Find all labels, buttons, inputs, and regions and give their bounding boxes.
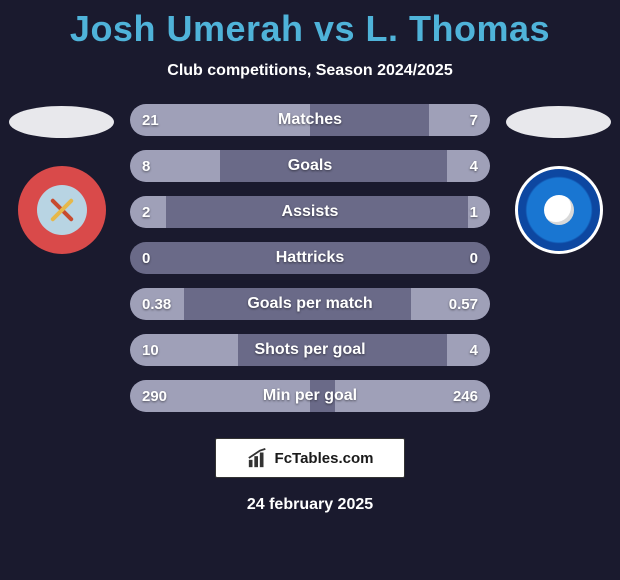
stat-value-right: 4 [418, 342, 478, 359]
stat-value-left: 2 [142, 204, 202, 221]
right-side [506, 104, 611, 254]
stat-row: 0.38Goals per match0.57 [130, 288, 490, 320]
stat-value-left: 8 [142, 158, 202, 175]
stat-value-left: 21 [142, 112, 202, 129]
stat-row: 2Assists1 [130, 196, 490, 228]
stat-label: Assists [202, 203, 418, 221]
stat-row: 10Shots per goal4 [130, 334, 490, 366]
football-icon [544, 195, 574, 225]
stat-value-right: 1 [418, 204, 478, 221]
chart-icon [247, 447, 269, 469]
page-title: Josh Umerah vs L. Thomas [0, 0, 620, 50]
stat-value-right: 0 [418, 250, 478, 267]
stat-row: 8Goals4 [130, 150, 490, 182]
stat-value-left: 290 [142, 388, 202, 405]
comparison-content: 21Matches78Goals42Assists10Hattricks00.3… [0, 104, 620, 412]
stat-rows: 21Matches78Goals42Assists10Hattricks00.3… [130, 104, 490, 412]
stat-label: Min per goal [202, 387, 418, 405]
stat-label: Shots per goal [202, 341, 418, 359]
stat-row: 0Hattricks0 [130, 242, 490, 274]
subtitle: Club competitions, Season 2024/2025 [0, 62, 620, 80]
left-player-placeholder [9, 106, 114, 138]
right-player-placeholder [506, 106, 611, 138]
stat-label: Hattricks [202, 249, 418, 267]
stat-row: 290Min per goal246 [130, 380, 490, 412]
stat-value-right: 4 [418, 158, 478, 175]
stat-value-right: 7 [418, 112, 478, 129]
date-text: 24 february 2025 [0, 496, 620, 514]
left-team-badge [18, 166, 106, 254]
stat-value-left: 0 [142, 250, 202, 267]
brand-text: FcTables.com [275, 450, 374, 467]
stat-label: Matches [202, 111, 418, 129]
hammers-icon [48, 196, 76, 224]
stat-value-right: 246 [418, 388, 478, 405]
stat-value-left: 0.38 [142, 296, 202, 313]
right-team-badge [515, 166, 603, 254]
stat-value-right: 0.57 [418, 296, 478, 313]
left-side [9, 104, 114, 254]
stat-label: Goals [202, 157, 418, 175]
brand-logo[interactable]: FcTables.com [215, 438, 405, 478]
stat-label: Goals per match [202, 295, 418, 313]
stat-row: 21Matches7 [130, 104, 490, 136]
stat-value-left: 10 [142, 342, 202, 359]
